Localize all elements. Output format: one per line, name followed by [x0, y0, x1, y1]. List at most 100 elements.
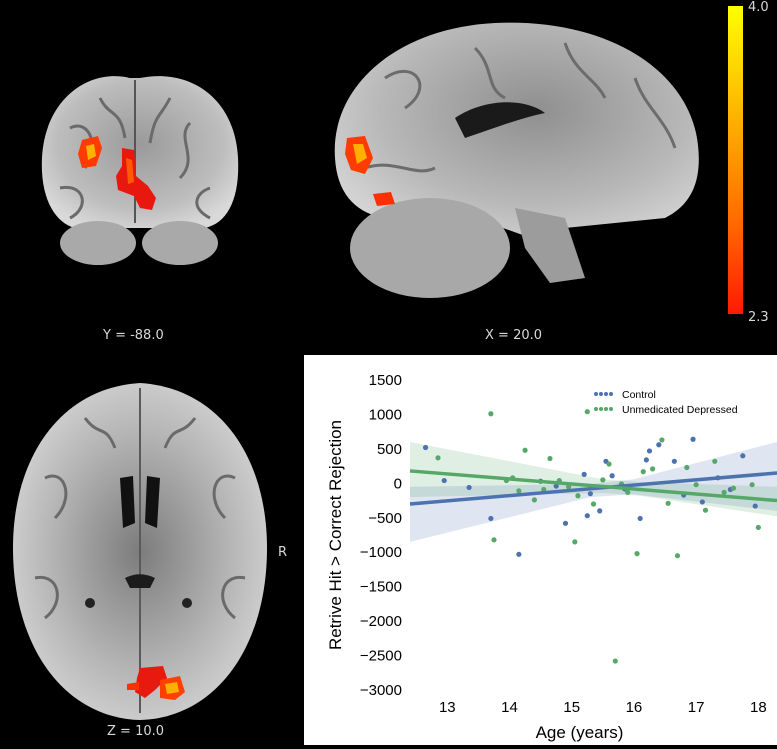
data-point: [752, 503, 758, 509]
data-point: [522, 447, 528, 453]
y-tick-label: 500: [377, 441, 402, 458]
axial-brain-view: [13, 383, 267, 720]
data-point: [693, 482, 699, 488]
data-point: [547, 455, 553, 462]
coronal-sulci: [59, 97, 211, 220]
data-point: [671, 458, 677, 464]
legend-marker-0: [604, 392, 608, 396]
legend-marker-1: [604, 407, 608, 411]
data-point: [690, 436, 696, 442]
data-point: [640, 469, 646, 475]
data-point: [699, 499, 705, 505]
scatter-chart: 1500 1000 500 0 −500 −1000 −1500 −2000 −2500 −300…: [326, 372, 777, 742]
axial-ventricles: [120, 476, 160, 528]
legend-label-1: Unmedicated Depressed: [622, 404, 738, 416]
colorbar: [728, 6, 743, 314]
data-point: [441, 477, 447, 484]
x-tick-label: 16: [626, 699, 643, 716]
legend-marker-1: [594, 407, 598, 411]
data-point: [553, 483, 559, 489]
x-tick-label: 13: [439, 699, 456, 716]
data-point: [649, 466, 656, 472]
coronal-activation-2-core: [126, 158, 134, 184]
data-point: [488, 411, 494, 417]
coronal-brain-view: [41, 76, 239, 265]
sagittal-brainstem: [515, 208, 585, 283]
y-tick-label: −2000: [360, 613, 402, 630]
cerebellum-left: [60, 221, 136, 265]
x-tick-label: 18: [750, 699, 767, 716]
y-tick-label: −500: [368, 510, 402, 527]
data-point: [600, 477, 606, 483]
data-point: [609, 473, 615, 479]
data-point: [755, 524, 761, 531]
data-point: [435, 455, 441, 461]
axial-dark-spot-2: [182, 598, 192, 608]
data-point: [674, 553, 681, 559]
data-point: [541, 486, 547, 493]
data-point: [516, 488, 522, 494]
data-point: [665, 500, 671, 506]
coronal-coordinate-label: Y = -88.0: [103, 328, 164, 343]
data-point: [656, 442, 662, 448]
data-point: [488, 515, 494, 522]
regression-line-1: [409, 469, 777, 503]
legend-marker-0: [594, 392, 598, 396]
coronal-cortex: [41, 76, 239, 228]
axial-coordinate-label: Z = 10.0: [107, 724, 165, 739]
data-point: [466, 484, 472, 491]
y-tick-label: 1500: [369, 372, 402, 389]
data-point: [584, 513, 590, 519]
data-point: [581, 471, 587, 477]
axial-activation-2-core: [165, 682, 179, 694]
axial-sulci: [34, 417, 246, 620]
sagittal-activation-2: [373, 192, 395, 206]
data-point: [646, 448, 653, 454]
data-point: [606, 461, 612, 467]
y-tick-label: −1000: [360, 544, 402, 561]
data-point: [587, 491, 593, 497]
legend-marker-1: [609, 407, 613, 411]
data-point: [575, 493, 581, 499]
data-point: [516, 551, 522, 557]
y-tick-label: −1500: [360, 579, 402, 596]
sagittal-brain-view: [334, 22, 699, 298]
data-point: [572, 539, 578, 545]
data-point: [590, 501, 597, 507]
sagittal-sulci: [364, 42, 677, 173]
data-point: [659, 437, 665, 443]
data-point: [643, 457, 649, 463]
data-point: [730, 485, 737, 491]
data-point: [749, 482, 755, 488]
legend-marker-1: [599, 407, 603, 411]
data-point: [637, 515, 643, 522]
data-point: [562, 520, 569, 526]
axial-dark-spot-1: [85, 598, 95, 608]
y-axis-label: Retrive Hit > Correct Rejection: [326, 420, 345, 650]
colorbar-max-label: 4.0: [748, 0, 769, 15]
y-tick-label: 1000: [369, 406, 402, 423]
axial-activation-1: [135, 666, 167, 698]
data-point: [422, 444, 429, 451]
sagittal-cerebellum: [350, 198, 510, 298]
data-point: [634, 551, 640, 557]
sagittal-cortex: [334, 22, 699, 243]
x-tick-label: 14: [501, 699, 518, 716]
y-tick-label: 0: [394, 475, 402, 492]
x-tick-label: 17: [688, 699, 705, 716]
sagittal-ventricle: [455, 102, 545, 138]
sagittal-coordinate-label: X = 20.0: [485, 328, 543, 343]
coronal-activation-1-core: [86, 144, 96, 160]
scatter-plot-panel: 1500 1000 500 0 −500 −1000 −1500 −2000 −2500 −300…: [304, 355, 777, 745]
colorbar-min-label: 2.3: [748, 310, 769, 325]
axial-posterior-dark: [125, 574, 155, 588]
data-point: [721, 489, 727, 495]
legend-marker-0: [609, 392, 613, 396]
x-tick-label: 15: [563, 699, 580, 716]
data-point: [597, 508, 603, 514]
orientation-label: R: [278, 545, 288, 560]
sagittal-activation-1-core: [353, 144, 367, 164]
data-point: [625, 489, 631, 495]
legend-marker-0: [599, 392, 603, 396]
data-point: [702, 507, 709, 513]
